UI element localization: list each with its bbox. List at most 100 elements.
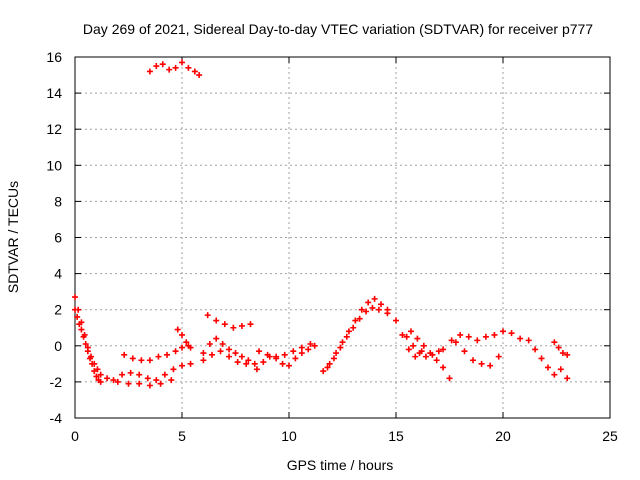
data-point [371,295,378,302]
data-point [393,317,399,324]
data-point [196,72,203,79]
y-tick-label: -4 [50,410,63,426]
data-point [343,333,350,340]
x-tick-label: 10 [281,428,297,444]
data-point [320,368,327,375]
data-point [273,353,280,360]
data-point [337,344,344,351]
data-point [251,360,258,367]
series-initial-decline [72,306,104,385]
data-point [333,350,340,357]
data-point [403,333,410,340]
data-point [146,68,153,75]
data-point [78,319,85,326]
data-point [179,59,185,66]
y-tick-label: 2 [54,302,62,318]
data-point [121,351,128,358]
data-point [365,299,372,306]
data-point [440,346,447,353]
data-point [414,335,421,342]
series-section-6-8h-upper [204,312,254,331]
series-low-trough [97,371,175,389]
data-point [200,357,207,364]
data-point [213,335,220,342]
data-point [564,351,571,358]
data-point [298,344,305,351]
data-point [238,353,245,360]
data-point [179,362,185,369]
data-point [487,362,494,369]
data-point [226,346,233,353]
x-tick-label: 5 [178,428,186,444]
data-point [172,64,179,71]
series-section-21-23h [525,337,571,382]
data-point [159,61,166,68]
data-point [557,366,564,373]
data-point [125,380,132,387]
series-final-small-bump [551,339,571,358]
data-point [356,315,363,322]
data-point [525,337,532,344]
data-point [559,350,566,357]
data-point [433,357,440,364]
data-point [230,324,237,331]
data-point [363,308,370,315]
data-point [88,353,95,360]
data-point [164,351,171,358]
data-point [144,375,151,382]
data-point [452,339,459,346]
y-tick-label: 0 [54,338,62,354]
data-point [155,353,162,360]
data-point [495,353,502,360]
data-point [412,353,419,360]
data-point [221,321,228,328]
series-short-rise-near-5h [174,326,194,351]
data-point [311,342,318,349]
data-point [482,333,489,340]
data-point [243,360,250,367]
data-point [324,364,331,371]
data-point [491,331,498,338]
data-point [119,371,126,378]
x-tick-label: 25 [602,428,618,444]
data-point [174,326,181,333]
series-middle-band [121,342,192,364]
data-point [517,335,524,342]
data-point [538,355,545,362]
data-point [213,317,220,324]
series-rise-to-peak-secondary [324,304,382,371]
data-point [191,68,198,75]
data-point [168,377,175,384]
series-initial-decline-secondary [72,294,101,373]
data-point [166,66,173,73]
data-point [187,360,194,367]
data-point [136,380,143,387]
data-point [292,355,299,362]
data-point [179,331,185,338]
data-point [264,351,271,358]
x-tick-label: 15 [388,428,404,444]
data-point [219,340,226,347]
data-point [172,348,179,355]
data-point [78,326,85,333]
data-point [136,371,143,378]
data-point [375,306,382,313]
data-point [247,321,254,328]
data-point [555,344,562,351]
data-points [72,59,571,389]
data-point [226,353,233,360]
series-section-17-21h [440,328,524,353]
data-point [238,322,245,329]
data-point [399,331,406,338]
data-point [358,306,365,313]
data-point [410,342,417,349]
data-point [146,382,153,389]
data-point [81,331,88,338]
data-point [508,330,515,337]
data-point [200,350,207,357]
data-point [429,351,436,358]
data-point [457,331,464,338]
grid-lines [75,57,610,418]
series-section-17-21h-lower [452,339,502,369]
